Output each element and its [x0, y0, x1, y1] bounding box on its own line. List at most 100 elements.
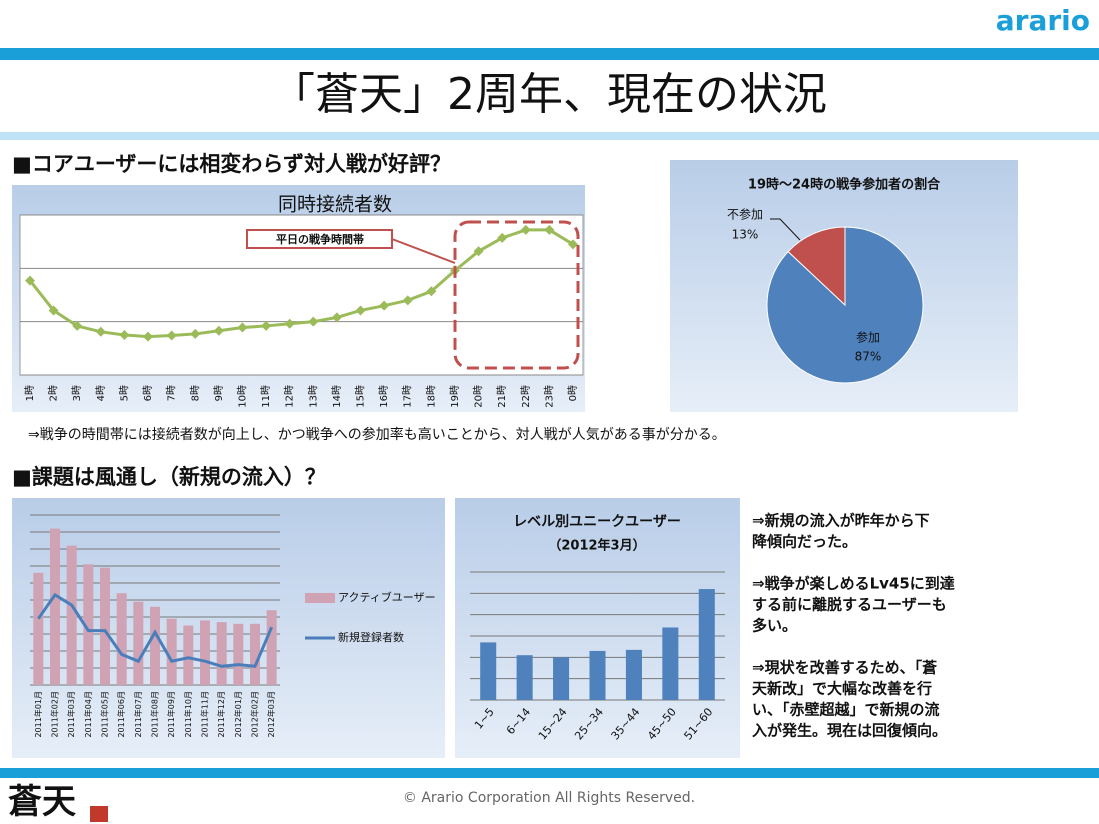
- chart-title: レベル別ユニークユーザー: [513, 514, 681, 530]
- x-tick-label: 13時: [307, 385, 319, 408]
- x-tick-label: 7時: [166, 385, 178, 401]
- copyright: © Arario Corporation All Rights Reserved…: [403, 790, 695, 806]
- data-point: [166, 330, 177, 341]
- legend-label: アクティブユーザー: [338, 590, 436, 604]
- connector: [391, 238, 456, 264]
- bar: [150, 606, 160, 685]
- x-tick-label: 2011年11月: [200, 691, 210, 738]
- legend-label: 新規登録者数: [338, 630, 404, 644]
- bar: [133, 601, 144, 685]
- note-line: 降傾向だった。: [752, 533, 857, 551]
- x-tick-label: 3時: [71, 385, 83, 401]
- x-tick-label: 2時: [48, 385, 60, 401]
- data-point: [25, 275, 35, 286]
- chart-panel: [455, 498, 740, 758]
- data-point: [95, 326, 106, 337]
- x-tick-label: 2011年12月: [216, 691, 226, 738]
- data-line: [37, 592, 274, 668]
- logo: arario: [996, 4, 1090, 37]
- x-tick-label: 22時: [520, 385, 532, 408]
- footer-bar: [0, 768, 1099, 778]
- x-tick-label: 5時: [118, 385, 130, 401]
- x-tick-label: 12時: [284, 385, 296, 408]
- bar: [216, 622, 227, 685]
- x-tick-label: 2011年09月: [166, 691, 176, 738]
- x-tick-label: 9時: [213, 385, 225, 401]
- x-tick-label: 2011年01月: [33, 691, 43, 738]
- data-point: [331, 312, 342, 323]
- slice-label: 参加: [856, 330, 880, 345]
- x-tick-label: 6時: [142, 385, 154, 401]
- note-line: ⇒現状を改善するため、「蒼: [752, 659, 937, 677]
- pie-slice: [766, 226, 924, 384]
- header-bar: [0, 48, 1099, 60]
- data-point: [355, 305, 366, 316]
- bar: [480, 642, 497, 700]
- bar: [83, 564, 94, 685]
- data-point: [119, 330, 130, 340]
- note-line: ⇒新規の流入が昨年から下: [752, 512, 930, 530]
- header-subbar: [0, 132, 1099, 140]
- note-line: する前に離脱するユーザーも: [752, 596, 947, 614]
- data-point: [72, 320, 83, 331]
- slide-title: 「蒼天」2周年、現在の状況: [271, 69, 827, 120]
- x-tick-label: 2012年01月: [233, 691, 243, 738]
- bar: [662, 627, 679, 700]
- bar: [516, 655, 533, 700]
- data-point: [237, 322, 248, 333]
- data-point: [261, 320, 272, 331]
- bar: [50, 528, 60, 685]
- data-point: [568, 239, 578, 250]
- x-tick-label: 8時: [189, 385, 201, 401]
- bar: [66, 545, 77, 685]
- x-tick-label: 11時: [260, 385, 272, 408]
- x-tick-label: 2012年03月: [266, 691, 276, 738]
- bar: [200, 620, 210, 685]
- data-point: [48, 305, 59, 316]
- data-point: [379, 300, 390, 311]
- x-tick-label: 19時: [449, 385, 461, 408]
- section-heading: ■コアユーザーには相変わらず対人戦が好評？: [12, 152, 451, 176]
- pie-slice: [787, 226, 846, 307]
- x-tick-label: 16時: [378, 385, 390, 408]
- x-tick-label: 2011年04月: [83, 691, 93, 738]
- section-heading: ■課題は風通し（新規の流入）？: [12, 465, 326, 489]
- slice-label: 不参加: [727, 207, 763, 222]
- x-tick-label: 2011年10月: [183, 691, 193, 738]
- note-line: 入が発生。現在は回復傾向。: [752, 722, 947, 740]
- bar: [553, 657, 570, 700]
- x-tick-label: 23時: [543, 385, 555, 408]
- bar: [625, 649, 642, 700]
- note-line: 多い。: [752, 617, 797, 635]
- note-line: い、「赤壁超越」で新規の流: [752, 701, 940, 719]
- x-tick-label: 0時: [567, 385, 579, 401]
- x-tick-label: 2011年07月: [133, 691, 143, 738]
- bar: [33, 572, 44, 685]
- bar: [698, 589, 715, 700]
- data-point: [520, 224, 531, 235]
- leader-line: [770, 218, 801, 241]
- note-line: 天新改」で大幅な改善を行: [752, 680, 932, 698]
- slice-value: 87%: [855, 350, 882, 364]
- x-tick-label: 2011年06月: [116, 691, 126, 738]
- x-tick-label: 2011年02月: [50, 691, 60, 738]
- seal: [90, 806, 108, 822]
- bar: [100, 567, 110, 685]
- x-tick-label: 2011年08月: [150, 691, 160, 738]
- chart-panel: [12, 498, 445, 758]
- bar: [589, 650, 606, 700]
- data-point: [143, 331, 154, 342]
- data-point: [308, 316, 319, 327]
- x-tick-label: 21時: [496, 385, 508, 408]
- data-point: [284, 318, 295, 329]
- x-tick-label: 2011年05月: [100, 691, 110, 738]
- bar: [233, 623, 244, 685]
- x-tick-label: 10時: [236, 385, 248, 408]
- bar: [266, 610, 277, 685]
- data-point: [497, 232, 508, 243]
- note-line: ⇒戦争が楽しめるLv45に到達: [752, 575, 955, 593]
- highlight-box: [453, 220, 580, 370]
- x-tick-label: 17時: [402, 385, 414, 408]
- data-point: [402, 295, 413, 306]
